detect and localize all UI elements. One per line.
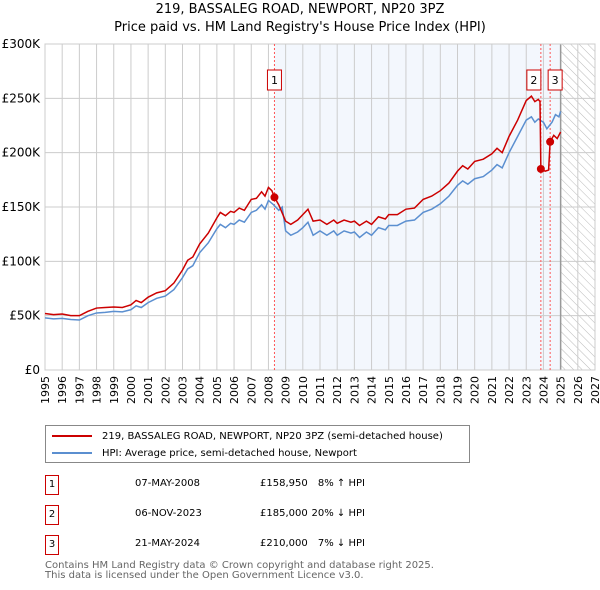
- sale-marker-label: 1: [45, 475, 59, 495]
- x-tick-label: 2005: [211, 376, 224, 404]
- x-tick-label: 2027: [589, 376, 600, 404]
- y-tick-label: £50K: [9, 309, 41, 323]
- sale-marker-label: 2: [45, 505, 59, 525]
- hpi-line: [44, 111, 562, 321]
- x-tick-label: 2001: [142, 376, 155, 404]
- x-tick-label: 1997: [73, 376, 86, 404]
- sale-label-box: [547, 69, 563, 91]
- legend-item-hpi: HPI: Average price, semi-detached house,…: [52, 445, 357, 461]
- x-tick-label: 2022: [503, 376, 516, 404]
- sale-point: [536, 164, 545, 173]
- sale-point: [270, 193, 279, 202]
- x-tick-label: 2017: [417, 376, 430, 404]
- x-tick-label: 2023: [520, 376, 533, 404]
- y-tick-label: £150K: [2, 200, 42, 214]
- x-tick-label: 2002: [159, 376, 172, 404]
- legend-label: HPI: Average price, semi-detached house,…: [102, 447, 357, 459]
- x-tick-label: 2018: [434, 376, 447, 404]
- sale-date: 07-MAY-2008: [135, 478, 201, 489]
- plot-border: [44, 43, 596, 371]
- sale-row: 2 06-NOV-2023 £185,000 20% ↓ HPI: [45, 505, 465, 525]
- sale-marker-label: 3: [45, 535, 59, 555]
- sale-date: 06-NOV-2023: [135, 508, 202, 519]
- x-tick-label: 2000: [125, 376, 138, 404]
- sale-point: [546, 137, 555, 146]
- legend-item-property: 219, BASSALEG ROAD, NEWPORT, NP20 3PZ (s…: [52, 428, 443, 444]
- sale-price: £185,000: [260, 508, 308, 519]
- x-tick-label: 1995: [39, 376, 52, 404]
- legend: 219, BASSALEG ROAD, NEWPORT, NP20 3PZ (s…: [45, 425, 470, 463]
- sale-hpi-diff: 20% ↓ HPI: [311, 508, 365, 519]
- x-tick-label: 2020: [469, 376, 482, 404]
- x-tick-label: 2013: [348, 376, 361, 404]
- x-tick-label: 2011: [314, 376, 327, 404]
- sale-label-box: [526, 69, 542, 91]
- price-chart: 1995 1996 1997 1998 1999 2000 2001 2002 2003 2004…: [2, 37, 600, 404]
- sale-date: 21-MAY-2024: [135, 538, 201, 549]
- x-tick-label: 2014: [366, 376, 379, 404]
- sale-row: 1 07-MAY-2008 £158,950 8% ↑ HPI: [45, 475, 465, 495]
- y-tick-label: £250K: [2, 91, 42, 105]
- x-tick-label: 2024: [537, 376, 550, 404]
- x-tick-label: 2007: [245, 376, 258, 404]
- y-tick-label: £200K: [2, 146, 42, 160]
- chart-subtitle: Price paid vs. HM Land Registry's House …: [114, 20, 486, 35]
- property-price-line: [44, 95, 562, 317]
- chart-title: 219, BASSALEG ROAD, NEWPORT, NP20 3PZ: [155, 2, 445, 17]
- sale-row: 3 21-MAY-2024 £210,000 7% ↓ HPI: [45, 535, 465, 555]
- legend-label: 219, BASSALEG ROAD, NEWPORT, NP20 3PZ (s…: [102, 430, 443, 442]
- sale-hpi-diff: 8% ↑ HPI: [317, 478, 365, 489]
- x-tick-label: 1998: [91, 376, 104, 404]
- y-tick-label: £100K: [2, 254, 42, 268]
- x-tick-label: 1999: [108, 376, 121, 404]
- sale-label: 3: [552, 74, 559, 87]
- sale-label-box: [266, 69, 282, 91]
- x-tick-label: 2004: [194, 376, 207, 404]
- sale-hpi-diff: 7% ↓ HPI: [317, 538, 365, 549]
- x-tick-label: 2021: [486, 376, 499, 404]
- legend-swatch-red: [52, 435, 92, 437]
- x-tick-label: 2006: [228, 376, 241, 404]
- legend-swatch-blue: [52, 452, 92, 454]
- x-tick-label: 2008: [262, 376, 275, 404]
- y-tick-label: £0: [25, 363, 40, 377]
- x-tick-label: 1996: [56, 376, 69, 404]
- footer-line-2: This data is licensed under the Open Gov…: [45, 570, 364, 581]
- sale-label: 2: [530, 74, 537, 87]
- y-tick-label: £300K: [2, 37, 42, 51]
- footer-line-1: Contains HM Land Registry data © Crown c…: [45, 560, 434, 571]
- footer-attribution: Contains HM Land Registry data © Crown c…: [45, 561, 434, 581]
- sale-price: £210,000: [260, 538, 308, 549]
- x-tick-label: 2015: [383, 376, 396, 404]
- x-tick-label: 2010: [297, 376, 310, 404]
- sale-label: 1: [271, 74, 278, 87]
- x-tick-label: 2019: [452, 376, 465, 404]
- x-tick-label: 2026: [572, 376, 585, 404]
- x-tick-label: 2012: [331, 376, 344, 404]
- x-tick-label: 2016: [400, 376, 413, 404]
- x-tick-label: 2009: [280, 376, 293, 404]
- x-tick-label: 2025: [555, 376, 568, 404]
- sale-price: £158,950: [260, 478, 308, 489]
- x-tick-label: 2003: [177, 376, 190, 404]
